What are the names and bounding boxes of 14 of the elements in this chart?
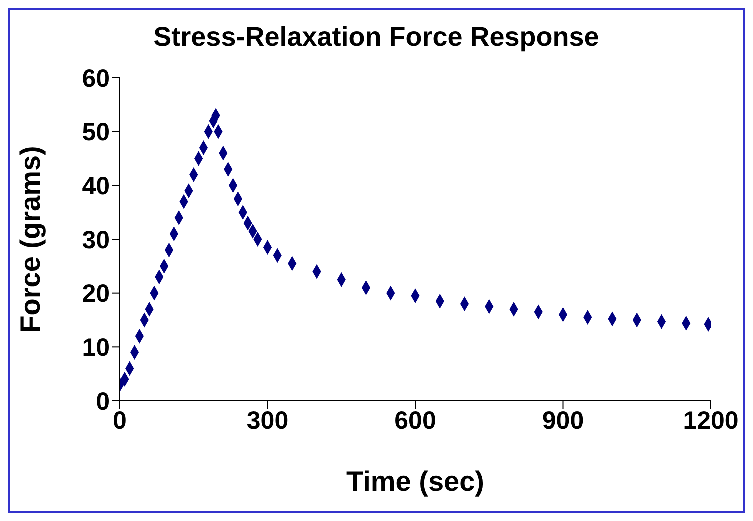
- y-tick-label: 30: [82, 226, 110, 254]
- y-axis-title: Force (grams): [14, 146, 46, 333]
- x-tick-label: 900: [542, 406, 584, 435]
- y-tick-label: 10: [82, 334, 110, 362]
- y-tick-label: 0: [96, 388, 110, 416]
- x-tick-label: 300: [246, 406, 289, 435]
- y-tick-label: 40: [82, 172, 110, 201]
- y-tick-label: 60: [82, 64, 110, 93]
- x-tick-label: 1200: [683, 406, 739, 435]
- chart-title: Stress-Relaxation Force Response: [152, 22, 600, 53]
- x-tick-label: 600: [394, 406, 436, 435]
- y-tick-label: 20: [82, 280, 110, 308]
- y-tick-label: 50: [82, 118, 110, 147]
- x-axis-title: Time (sec): [346, 466, 484, 497]
